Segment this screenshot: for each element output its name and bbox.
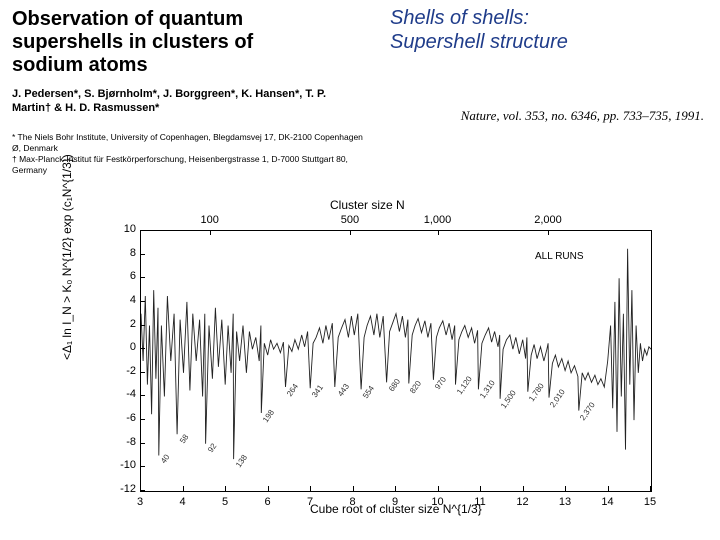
chart-top-title: Cluster size N [330, 198, 405, 212]
x-tick-label: 12 [516, 496, 528, 508]
x-tick-label: 4 [179, 496, 185, 508]
y-tick-label: -8 [116, 436, 136, 448]
chart-container: Cluster size N <Δ₁ ln I_N > K₀ N^{1/2} e… [70, 200, 670, 510]
caption-line1: Shells of shells: [390, 7, 529, 29]
x-tick-label: 11 [474, 496, 485, 508]
y-tick-label: -10 [116, 459, 136, 471]
chart-runs-label: ALL RUNS [535, 251, 584, 262]
x-tick-label: 9 [392, 496, 398, 508]
chart-y-label: <Δ₁ ln I_N > K₀ N^{1/2} exp (c₁N^{1/3}) [60, 154, 74, 360]
chart-trace [141, 231, 651, 491]
y-tick-label: 0 [116, 341, 136, 353]
x-tick-label: 6 [264, 496, 270, 508]
paper-citation: Nature, vol. 353, no. 6346, pp. 733–735,… [461, 108, 704, 124]
y-tick-label: 2 [116, 318, 136, 330]
paper-authors: J. Pedersen*, S. Bjørnholm*, J. Borggree… [12, 87, 332, 116]
x-tick-label: 3 [137, 496, 143, 508]
top-tick-label: 1,000 [424, 214, 452, 226]
x-tick-label: 14 [601, 496, 613, 508]
top-tick-label: 100 [201, 214, 219, 226]
y-tick-label: 8 [116, 247, 136, 259]
caption-line2: Supershell structure [390, 31, 568, 53]
y-tick-label: 10 [116, 223, 136, 235]
x-tick-label: 13 [559, 496, 571, 508]
paper-title: Observation of quantum supershells in cl… [12, 8, 312, 77]
top-tick-label: 500 [341, 214, 359, 226]
x-tick-label: 10 [431, 496, 443, 508]
y-tick-label: 6 [116, 270, 136, 282]
x-tick-label: 8 [349, 496, 355, 508]
top-tick-label: 2,000 [534, 214, 562, 226]
y-tick-label: -12 [116, 483, 136, 495]
chart-plot-area [140, 230, 652, 492]
slide-caption: Shells of shells: Supershell structure [390, 6, 568, 54]
x-tick-label: 5 [222, 496, 228, 508]
x-tick-label: 15 [644, 496, 656, 508]
y-tick-label: -4 [116, 388, 136, 400]
x-tick-label: 7 [307, 496, 313, 508]
y-tick-label: 4 [116, 294, 136, 306]
y-tick-label: -6 [116, 412, 136, 424]
y-tick-label: -2 [116, 365, 136, 377]
